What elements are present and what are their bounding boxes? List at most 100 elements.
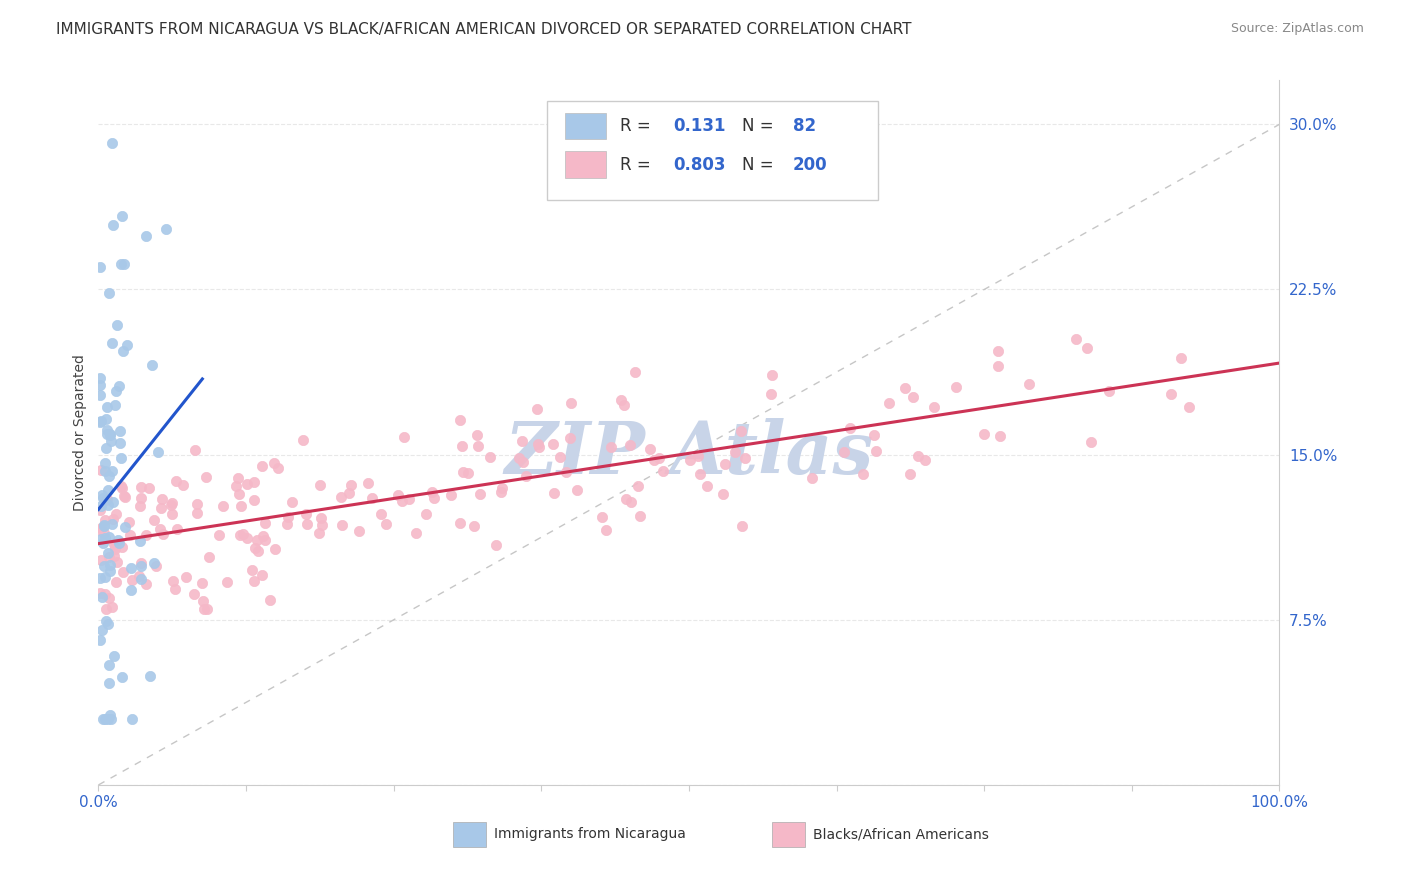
Point — [515, 469, 537, 483]
Text: IMMIGRANTS FROM NICARAGUA VS BLACK/AFRICAN AMERICAN DIVORCED OR SEPARATED CORREL: IMMIGRANTS FROM NICARAGUA VS BLACK/AFRIC… — [56, 22, 911, 37]
Point — [91, 712, 114, 726]
Point — [111, 343, 134, 358]
Point — [91, 590, 114, 604]
Point — [309, 510, 332, 524]
Point — [149, 523, 172, 537]
Point — [96, 426, 118, 441]
Point — [105, 318, 128, 333]
Bar — [565, 152, 606, 178]
Point — [254, 516, 277, 531]
Point — [183, 587, 205, 601]
Point — [101, 516, 124, 531]
Point — [440, 488, 463, 502]
Point — [619, 438, 641, 452]
Point — [208, 528, 231, 542]
Point — [724, 445, 747, 459]
Point — [479, 450, 502, 465]
Point — [108, 436, 131, 450]
Point — [93, 518, 115, 533]
Point — [120, 528, 142, 542]
Point — [565, 483, 588, 498]
Point — [370, 507, 392, 521]
Point — [191, 575, 214, 590]
Point — [266, 461, 288, 475]
Point — [111, 481, 134, 495]
Point — [470, 487, 492, 501]
Point — [135, 576, 157, 591]
Point — [98, 530, 121, 544]
Text: 0.131: 0.131 — [673, 117, 725, 135]
Point — [166, 522, 188, 536]
Point — [643, 453, 665, 467]
Point — [295, 516, 318, 531]
Point — [110, 424, 132, 438]
Point — [96, 400, 118, 414]
Point — [330, 491, 353, 505]
Point — [98, 591, 121, 605]
Point — [711, 486, 734, 500]
Point — [112, 257, 135, 271]
Point — [450, 439, 472, 453]
Point — [198, 549, 221, 564]
Text: Source: ZipAtlas.com: Source: ZipAtlas.com — [1230, 22, 1364, 36]
Point — [97, 546, 120, 560]
Point — [129, 480, 152, 494]
Point — [907, 449, 929, 463]
Point — [415, 507, 437, 521]
Point — [90, 553, 112, 567]
Point — [761, 368, 783, 382]
Point — [405, 526, 427, 541]
Point — [485, 538, 508, 552]
Point — [104, 542, 127, 557]
Point — [648, 451, 671, 466]
Point — [375, 517, 398, 532]
Point — [129, 556, 152, 570]
Point — [89, 377, 111, 392]
Point — [138, 481, 160, 495]
Point — [129, 534, 152, 549]
Point — [100, 335, 122, 350]
Point — [104, 507, 127, 521]
Point — [96, 492, 118, 507]
Point — [114, 520, 136, 534]
Point — [193, 601, 215, 615]
Point — [94, 587, 117, 601]
Point — [678, 453, 700, 467]
Point — [145, 559, 167, 574]
Point — [801, 471, 824, 485]
Point — [155, 222, 177, 236]
Point — [94, 513, 117, 527]
Point — [98, 427, 121, 442]
Point — [104, 574, 127, 589]
Point — [228, 487, 250, 501]
Point — [98, 658, 121, 673]
Point — [1076, 341, 1098, 355]
Point — [101, 495, 124, 509]
Point — [914, 452, 936, 467]
Point — [104, 398, 127, 412]
Point — [311, 517, 333, 532]
Point — [862, 427, 884, 442]
Point — [89, 370, 111, 384]
Point — [135, 229, 157, 244]
Point — [560, 395, 582, 409]
Point — [160, 507, 183, 521]
Point — [945, 380, 967, 394]
Point — [420, 484, 443, 499]
Point — [93, 525, 115, 540]
Point — [162, 574, 184, 588]
Point — [600, 440, 623, 454]
Point — [548, 450, 571, 465]
Point — [100, 712, 122, 726]
Point — [107, 536, 129, 550]
Point — [195, 601, 218, 615]
Point — [121, 712, 143, 726]
Point — [129, 572, 152, 586]
Point — [865, 444, 887, 458]
Point — [94, 615, 117, 629]
Point — [457, 466, 479, 480]
Point — [100, 136, 122, 150]
Point — [90, 533, 112, 547]
Text: 82: 82 — [793, 117, 815, 135]
Point — [613, 399, 636, 413]
